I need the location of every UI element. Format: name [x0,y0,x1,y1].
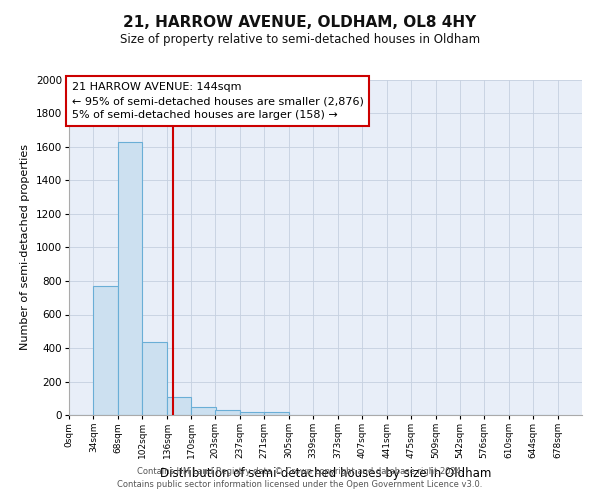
Bar [94,286,118,415]
X-axis label: Distribution of semi-detached houses by size in Oldham: Distribution of semi-detached houses by … [160,466,491,479]
Bar [191,406,216,415]
Text: Size of property relative to semi-detached houses in Oldham: Size of property relative to semi-detach… [120,32,480,46]
Bar [264,412,289,415]
Bar [215,410,240,415]
Text: Contains HM Land Registry data © Crown copyright and database right 2024.: Contains HM Land Registry data © Crown c… [137,467,463,476]
Text: 21 HARROW AVENUE: 144sqm
← 95% of semi-detached houses are smaller (2,876)
5% of: 21 HARROW AVENUE: 144sqm ← 95% of semi-d… [72,82,364,120]
Y-axis label: Number of semi-detached properties: Number of semi-detached properties [20,144,30,350]
Bar [240,412,264,415]
Bar [118,142,142,415]
Bar [142,342,167,415]
Text: 21, HARROW AVENUE, OLDHAM, OL8 4HY: 21, HARROW AVENUE, OLDHAM, OL8 4HY [124,15,476,30]
Bar [167,396,191,415]
Text: Contains public sector information licensed under the Open Government Licence v3: Contains public sector information licen… [118,480,482,489]
